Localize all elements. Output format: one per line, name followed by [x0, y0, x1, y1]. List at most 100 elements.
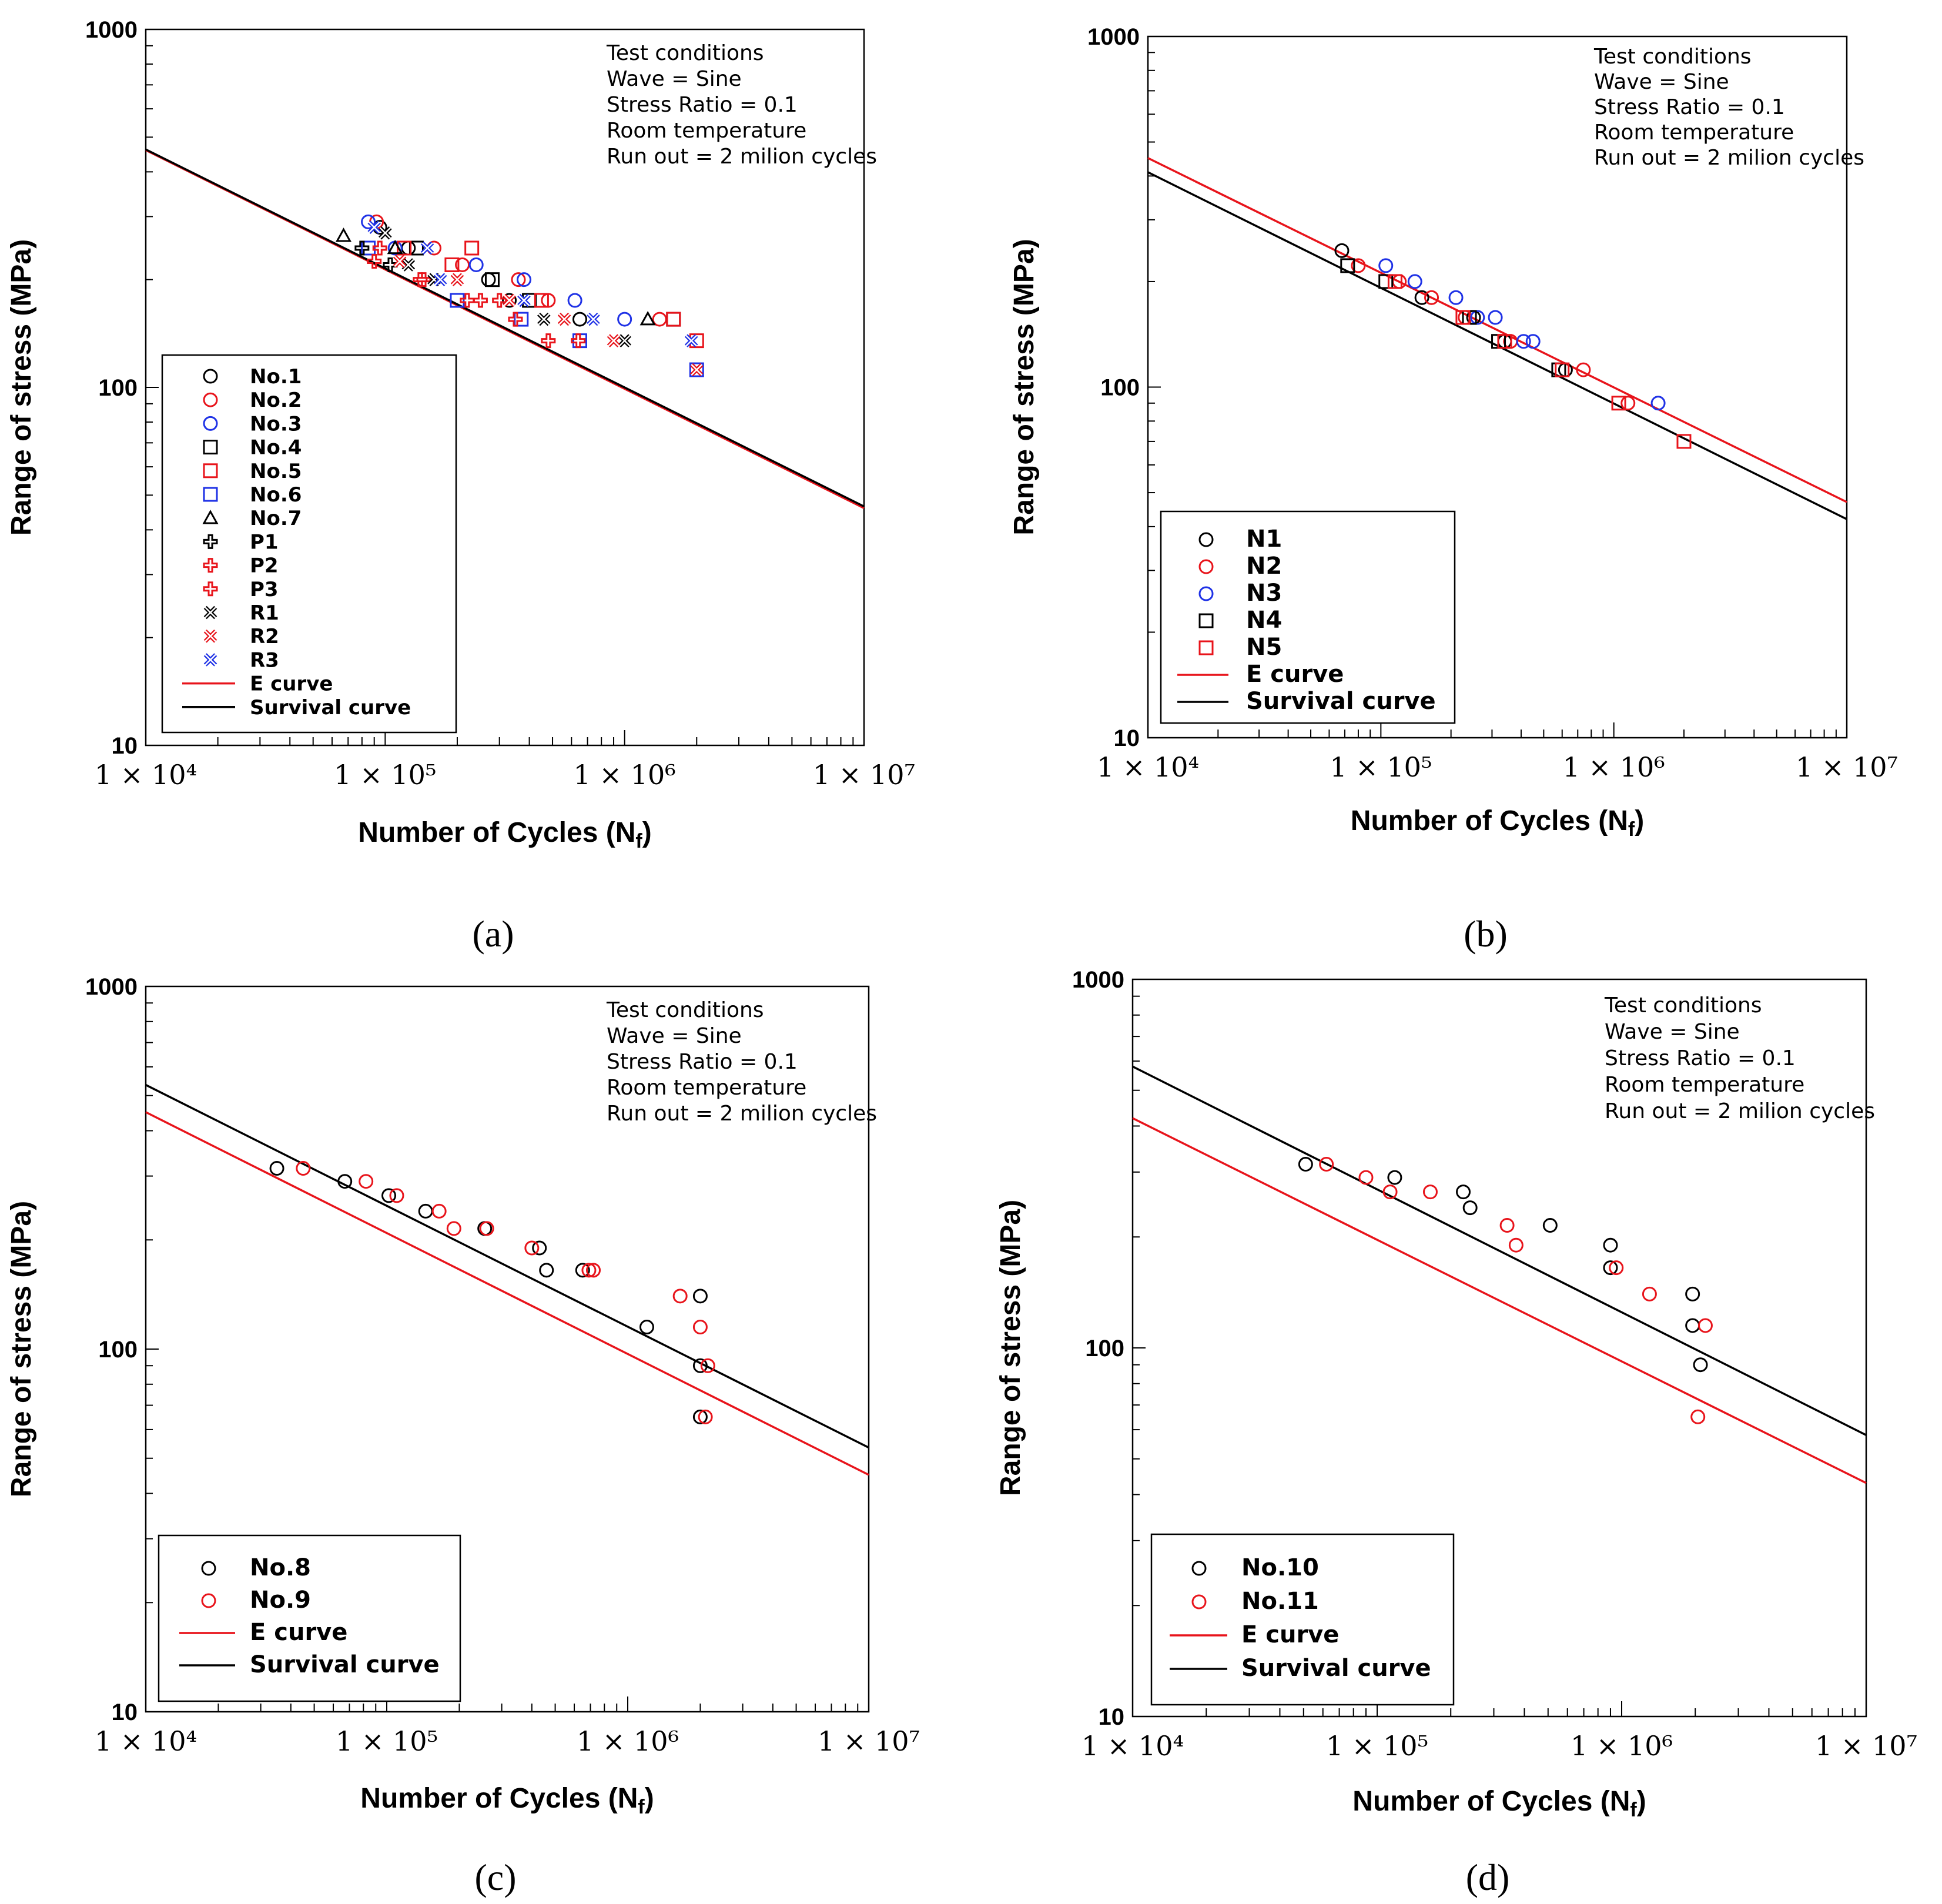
- series-No.2: [369, 214, 667, 327]
- data-point: [1620, 396, 1636, 411]
- legend-label: No.8: [250, 1554, 311, 1581]
- data-point: [532, 1240, 547, 1256]
- x-tick-label: 1 × 10⁴: [1097, 751, 1199, 783]
- legend-label: No.11: [1241, 1588, 1319, 1615]
- data-point: [698, 1409, 713, 1424]
- data-point: [361, 240, 376, 256]
- panel-label: (a): [472, 913, 514, 955]
- test-condition-text: Run out = 2 milion cycles: [1594, 146, 1864, 170]
- data-point: [1609, 1260, 1624, 1276]
- legend-box: [1160, 510, 1456, 724]
- legend-marker: [1198, 586, 1214, 601]
- data-point: [1693, 1357, 1708, 1373]
- test-condition-text: Stress Ratio = 0.1: [607, 93, 798, 117]
- data-point: [401, 240, 416, 256]
- data-point: [689, 362, 704, 377]
- data-point: [1497, 334, 1512, 349]
- panel-label: (d): [1466, 1856, 1510, 1898]
- y-tick-label: 100: [1085, 1336, 1124, 1361]
- data-point: [684, 334, 698, 347]
- data-point: [517, 293, 531, 307]
- legend-marker: [203, 463, 218, 478]
- data-point: [639, 310, 656, 326]
- x-tick-label: 1 × 10⁵: [1330, 751, 1432, 783]
- y-tick-label: 100: [98, 1337, 138, 1363]
- data-point: [361, 214, 376, 229]
- series-No.8: [269, 1161, 708, 1424]
- series-N3: [1378, 258, 1666, 411]
- legend-label: No.7: [250, 507, 302, 530]
- data-point: [1576, 362, 1591, 377]
- legend-label: No.3: [250, 412, 302, 436]
- panel-a: 10 100 1000 1 × 10⁴ 1 × 10⁵ 1 × 10⁶ 1 × 10⁷ Num…: [6, 17, 915, 955]
- series-R2: [393, 255, 704, 377]
- data-point: [1488, 310, 1503, 325]
- data-point: [468, 257, 484, 272]
- legend-marker: [201, 1561, 216, 1576]
- data-point: [1351, 258, 1366, 273]
- panel-label: (b): [1464, 913, 1508, 955]
- data-point: [539, 1263, 554, 1278]
- data-point: [575, 1263, 590, 1278]
- data-point: [524, 1240, 540, 1256]
- data-point: [692, 1358, 708, 1373]
- series-No.1: [372, 220, 587, 327]
- series-No.10: [1298, 1157, 1708, 1373]
- test-condition-text: Wave = Sine: [1605, 1020, 1740, 1044]
- data-point: [1455, 310, 1471, 325]
- legend-label: No.4: [250, 436, 302, 460]
- legend-marker: [203, 653, 217, 667]
- data-point: [502, 293, 517, 308]
- test-condition-text: Run out = 2 milion cycles: [607, 145, 877, 169]
- test-condition-text: Wave = Sine: [607, 1024, 742, 1048]
- data-point: [1642, 1286, 1657, 1301]
- x-axis-label: Number of Cycles (Nf): [1352, 1786, 1646, 1821]
- x-tick-label: 1 × 10⁵: [1326, 1730, 1428, 1762]
- survival-curve-line: [1132, 1065, 1867, 1436]
- legend-label: E curve: [1241, 1621, 1339, 1648]
- legend-marker: [203, 392, 218, 407]
- test-condition-text: Stress Ratio = 0.1: [607, 1050, 798, 1074]
- legend-label: No.2: [250, 389, 302, 412]
- legend-marker: [202, 510, 219, 524]
- data-point: [372, 240, 387, 256]
- legend-label: R2: [250, 625, 279, 648]
- legend-label: P2: [250, 554, 279, 578]
- data-point: [389, 1188, 404, 1203]
- y-tick-label: 10: [1114, 725, 1140, 751]
- legend-marker: [1191, 1594, 1207, 1609]
- series-No.7: [335, 227, 656, 326]
- e-curve-line: [1132, 1117, 1867, 1484]
- data-point: [418, 1203, 433, 1219]
- legend-label: P3: [250, 578, 279, 601]
- data-point: [367, 220, 381, 234]
- legend-label: E curve: [250, 672, 333, 696]
- data-point: [586, 1263, 601, 1278]
- legend-label: N1: [1246, 526, 1282, 553]
- y-tick-label: 100: [1100, 375, 1140, 401]
- data-point: [508, 312, 523, 327]
- test-condition-text: Room temperature: [1594, 121, 1794, 145]
- test-condition-text: Test conditions: [1593, 45, 1752, 69]
- legend: No.1No.2No.3No.4No.5No.6No.7P1P2P3R1R2R3…: [161, 354, 457, 734]
- data-point: [446, 1221, 461, 1236]
- test-condition-text: Run out = 2 milion cycles: [1605, 1099, 1875, 1123]
- legend-label: Survival curve: [250, 696, 411, 720]
- x-tick-label: 1 × 10⁶: [1563, 751, 1665, 783]
- legend-marker: [1198, 532, 1214, 547]
- data-point: [387, 239, 403, 255]
- data-point: [1470, 310, 1485, 325]
- data-point: [1650, 396, 1666, 411]
- data-point: [1525, 334, 1541, 349]
- data-point: [541, 333, 556, 349]
- data-point: [431, 1203, 447, 1219]
- legend-box: [161, 354, 457, 734]
- survival-curve-line: [145, 148, 865, 508]
- data-point: [367, 254, 382, 269]
- legend-label: N5: [1246, 634, 1282, 661]
- data-point: [1424, 290, 1439, 305]
- e-curve-line: [1147, 157, 1847, 503]
- legend-label: No.6: [250, 483, 302, 507]
- data-point: [354, 240, 370, 256]
